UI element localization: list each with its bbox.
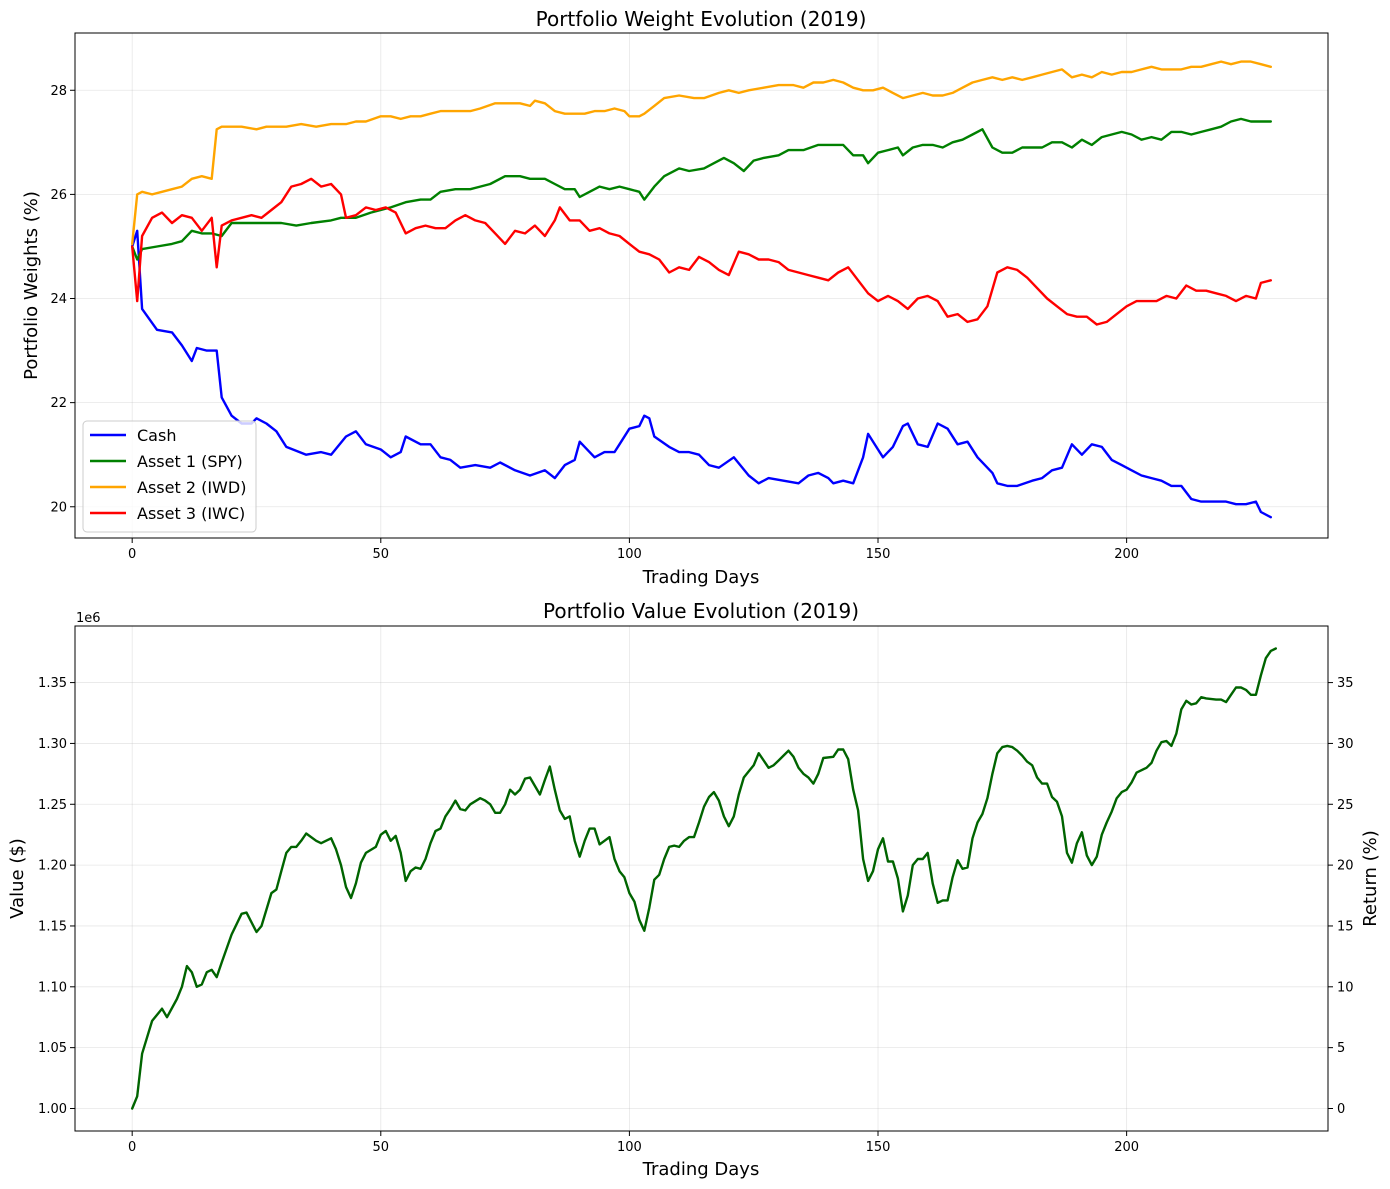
x-axis: 0 50 100 150 200 (128, 1131, 1139, 1155)
y-tick-label: 28 (50, 84, 67, 99)
y2-tick-label: 35 (1337, 676, 1354, 691)
y-tick-label: 1.35 (38, 676, 67, 691)
y2-tick-label: 30 (1337, 737, 1354, 752)
series-group (131, 647, 1277, 1110)
y-tick-label: 1.15 (38, 919, 67, 934)
y-axis-label: Value ($) (7, 838, 28, 919)
y-tick-label: 1.00 (38, 1102, 67, 1117)
legend-item: Asset 3 (IWC) (90, 504, 245, 523)
legend-label: Asset 1 (SPY) (137, 452, 243, 471)
series-group (131, 60, 1272, 519)
y-tick-label: 1.20 (38, 859, 67, 874)
chart-title: Portfolio Weight Evolution (2019) (536, 7, 867, 31)
x-tick-label: 150 (866, 1140, 891, 1155)
x-tick-label: 0 (128, 1140, 136, 1155)
series-line-value (131, 647, 1277, 1110)
x-tick-label: 100 (617, 1140, 642, 1155)
x-tick-label: 100 (617, 547, 642, 562)
y2-tick-label: 0 (1337, 1102, 1345, 1117)
x-tick-label: 50 (373, 547, 390, 562)
y-axis: 1.00 1.05 1.10 1.15 1.20 1.25 1.30 1.35 (38, 676, 75, 1117)
x-tick-label: 200 (1114, 547, 1139, 562)
secondary-y-axis: 0 5 10 15 20 25 30 35 (1328, 676, 1354, 1117)
y-tick-label: 24 (50, 292, 67, 307)
y2-tick-label: 10 (1337, 980, 1354, 995)
x-tick-label: 200 (1114, 1140, 1139, 1155)
series-line-asset-1-spy (131, 117, 1272, 261)
legend-box (82, 420, 257, 533)
plot-frame (74, 32, 1329, 539)
y2-tick-label: 5 (1337, 1041, 1345, 1056)
y-offset-label: 1e6 (76, 611, 101, 626)
x-tick-label: 150 (866, 547, 891, 562)
y2-tick-label: 25 (1337, 798, 1354, 813)
x-tick-label: 50 (373, 1140, 390, 1155)
x-tick-label: 0 (128, 547, 136, 562)
y-tick-label: 22 (50, 396, 67, 411)
weight-chart: Portfolio Weight Evolution (2019) 0 50 100… (21, 7, 1329, 588)
legend-label: Asset 2 (IWD) (137, 478, 246, 497)
y-tick-label: 1.05 (38, 1041, 67, 1056)
legend: Cash Asset 1 (SPY) Asset 2 (IWD) Asset 3 (I… (82, 420, 257, 533)
grid (75, 33, 1328, 538)
y-tick-label: 1.10 (38, 980, 67, 995)
x-axis: 0 50 100 150 200 (128, 538, 1139, 562)
series-line-cash (131, 229, 1272, 519)
y-tick-label: 1.25 (38, 798, 67, 813)
x-axis-label: Trading Days (642, 1159, 760, 1180)
y-axis: 20 22 24 26 28 (50, 84, 75, 515)
legend-item: Asset 2 (IWD) (90, 478, 246, 497)
y-tick-label: 20 (50, 500, 67, 515)
legend-label: Cash (137, 426, 176, 445)
y2-tick-label: 20 (1337, 859, 1354, 874)
x-axis-label: Trading Days (642, 567, 760, 588)
legend-label: Asset 3 (IWC) (137, 504, 245, 523)
plot-frame (74, 625, 1329, 1132)
secondary-y-axis-label: Return (%) (1360, 830, 1381, 927)
y-axis-label: Portfolio Weights (%) (21, 191, 42, 380)
series-line-asset-3-iwc (131, 177, 1272, 326)
legend-item: Asset 1 (SPY) (90, 452, 243, 471)
legend-item: Cash (90, 426, 176, 445)
y-tick-label: 26 (50, 188, 67, 203)
series-line-asset-2-iwd (131, 60, 1272, 246)
chart-title: Portfolio Value Evolution (2019) (543, 599, 859, 623)
grid (75, 626, 1328, 1131)
value-chart: Portfolio Value Evolution (2019) 0 50 100 1… (7, 599, 1381, 1180)
y2-tick-label: 15 (1337, 919, 1354, 934)
y-tick-label: 1.30 (38, 737, 67, 752)
